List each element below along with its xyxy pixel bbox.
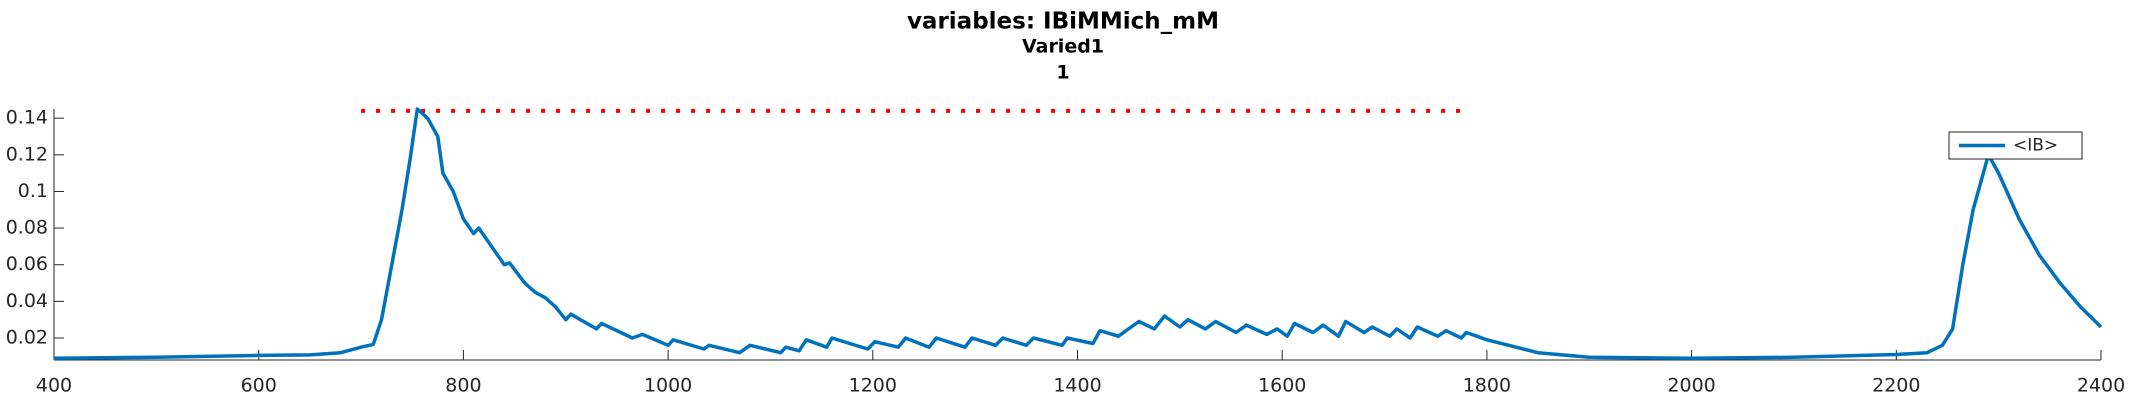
y-tick-label: 0.14	[6, 107, 48, 129]
line-series	[53, 107, 2103, 360]
x-tick-label: 2000	[1667, 375, 1715, 397]
y-tick-label: 0.04	[6, 290, 48, 312]
chart-title: variables: IBiMMich_mM	[907, 9, 1219, 35]
y-tick-label: 0.1	[18, 180, 48, 202]
chart-subtitle: Varied1	[1022, 36, 1104, 58]
x-tick-label: 400	[36, 375, 72, 397]
y-tick-label: 0.12	[6, 143, 48, 165]
x-tick-label: 1000	[644, 375, 692, 397]
x-tick-label: 1800	[1463, 375, 1511, 397]
x-tick-label: 800	[445, 375, 481, 397]
legend-label: <IB>	[2013, 136, 2058, 156]
chart-subtitle: 1	[1056, 62, 1069, 84]
x-tick-label: 1200	[849, 375, 897, 397]
x-tick-label: 2400	[2077, 375, 2125, 397]
x-tick-label: 2200	[1872, 375, 1920, 397]
y-tick-label: 0.06	[6, 253, 48, 275]
x-tick-label: 1600	[1258, 375, 1306, 397]
x-tick-label: 1400	[1053, 375, 1101, 397]
y-tick-label: 0.02	[6, 327, 48, 349]
x-tick-label: 600	[241, 375, 277, 397]
y-tick-label: 0.08	[6, 217, 48, 239]
